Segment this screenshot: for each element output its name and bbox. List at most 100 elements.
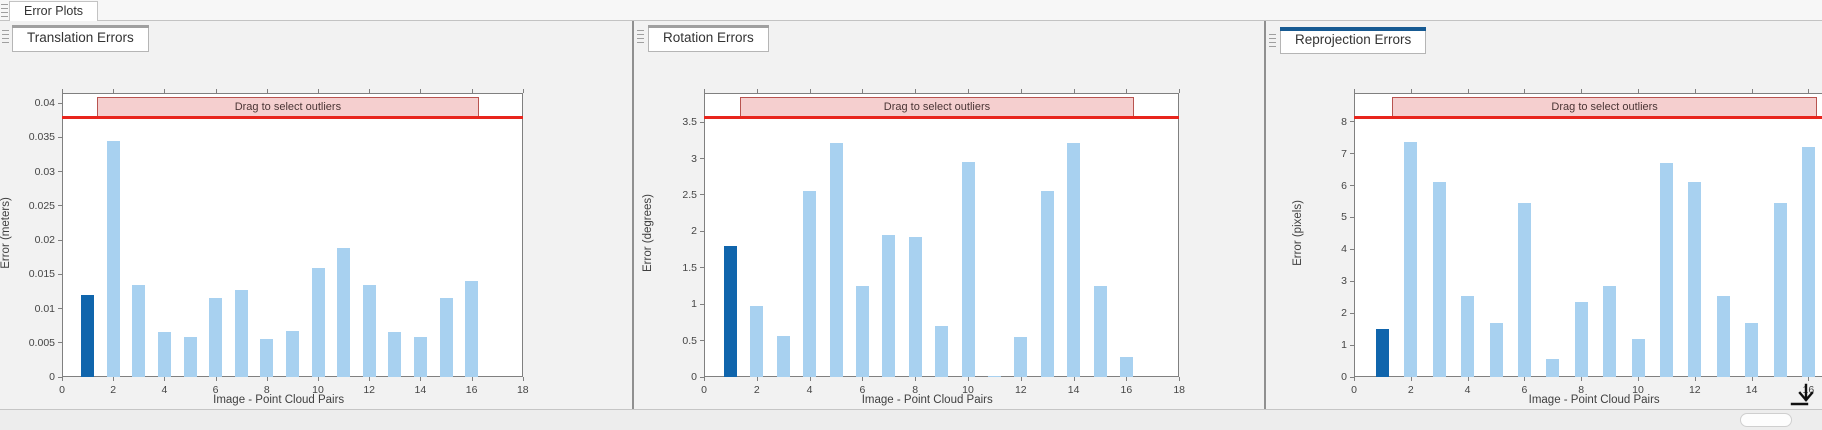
x-top-tick	[420, 89, 422, 93]
x-tick	[1126, 377, 1128, 381]
outlier-threshold-line[interactable]	[704, 116, 1179, 120]
y-tick	[1350, 280, 1354, 282]
bar	[961, 162, 975, 377]
y-tick	[58, 308, 62, 310]
y-tick-label: 1.5	[682, 261, 697, 274]
outlier-band-label: Drag to select outliers	[234, 100, 342, 113]
bar	[1716, 295, 1730, 377]
x-tick	[215, 377, 217, 381]
outlier-threshold-line[interactable]	[1354, 115, 1822, 119]
x-tick-label: 16	[465, 384, 478, 396]
x-tick	[1179, 377, 1181, 381]
x-top-tick	[369, 89, 371, 93]
plot-area[interactable]	[1354, 93, 1822, 377]
outlier-drag-band[interactable]: Drag to select outliers	[739, 97, 1135, 118]
x-tick-label: 4	[161, 384, 168, 396]
x-top-tick	[915, 89, 917, 93]
y-tick	[700, 121, 704, 123]
bar	[1067, 142, 1081, 377]
y-tick-label: 0	[691, 371, 697, 383]
x-top-tick	[1581, 89, 1583, 93]
dock-arrow-icon[interactable]	[1788, 382, 1816, 410]
bar	[209, 297, 223, 377]
x-top-tick	[1524, 89, 1526, 93]
tab-error-plots[interactable]: Error Plots	[9, 1, 99, 21]
tab-translation-errors[interactable]: Translation Errors	[12, 25, 149, 52]
x-top-tick	[215, 89, 217, 93]
y-tick-label: 0.03	[34, 165, 55, 178]
x-tick-label: 8	[912, 384, 919, 396]
bar	[285, 331, 299, 377]
x-tick-label: 16	[1120, 384, 1133, 396]
x-top-tick	[1808, 89, 1810, 93]
bar	[1745, 322, 1759, 377]
x-tick	[1694, 377, 1696, 381]
bar	[723, 245, 737, 377]
outlier-threshold-line[interactable]	[62, 115, 523, 119]
x-tick-label: 12	[363, 384, 376, 396]
scrollbar-thumb[interactable]	[1740, 413, 1792, 427]
x-top-tick	[1179, 89, 1181, 93]
y-tick-label: 0.02	[34, 234, 55, 247]
app-tab-strip	[0, 0, 1822, 21]
panel-divider[interactable]	[1264, 21, 1266, 410]
x-top-tick	[1751, 89, 1753, 93]
x-top-tick	[471, 89, 473, 93]
y-tick-label: 0.5	[682, 334, 697, 347]
x-tick-label: 6	[1521, 384, 1528, 396]
y-tick	[700, 267, 704, 269]
bar	[1688, 182, 1702, 377]
x-top-tick	[968, 89, 969, 93]
x-tick	[1467, 377, 1469, 381]
outlier-drag-band[interactable]: Drag to select outliers	[96, 97, 480, 117]
bar	[1801, 147, 1815, 377]
y-axis-label: Error (degrees)	[642, 194, 654, 272]
y-tick	[58, 239, 62, 241]
drag-grip-icon[interactable]	[1269, 34, 1276, 48]
tab-reprojection-errors[interactable]: Reprojection Errors	[1280, 27, 1427, 54]
y-tick-label: 0	[1341, 371, 1347, 383]
bar	[183, 337, 197, 377]
y-tick-label: 2	[1341, 307, 1347, 320]
y-tick-label: 3	[691, 152, 697, 165]
x-top-tick	[1410, 89, 1412, 93]
bottom-scrollbar-track[interactable]	[0, 409, 1822, 430]
bar	[1603, 286, 1617, 377]
x-tick	[266, 377, 268, 381]
y-tick-label: 0	[49, 371, 55, 383]
x-top-tick	[1073, 89, 1075, 93]
x-top-tick	[862, 89, 864, 93]
y-tick	[1350, 312, 1354, 314]
panel-divider[interactable]	[632, 21, 634, 410]
y-tick-label: 2	[691, 225, 697, 238]
outlier-drag-band[interactable]: Drag to select outliers	[1392, 97, 1817, 117]
y-axis-label: Error (meters)	[0, 197, 12, 269]
x-tick-label: 6	[859, 384, 866, 396]
outlier-band-label: Drag to select outliers	[883, 101, 991, 113]
bar	[439, 297, 453, 377]
bar	[106, 140, 120, 377]
y-tick	[58, 342, 62, 344]
bar	[1574, 302, 1588, 377]
drag-grip-icon[interactable]	[637, 30, 644, 44]
drag-grip-icon[interactable]	[2, 30, 9, 44]
y-tick	[700, 158, 704, 160]
x-tick	[522, 377, 524, 381]
x-top-tick	[704, 89, 705, 93]
y-tick	[58, 136, 62, 138]
x-tick-label: 6	[212, 384, 219, 396]
drag-grip-icon[interactable]	[1, 4, 8, 18]
x-tick	[1354, 377, 1355, 381]
y-tick	[1350, 248, 1354, 250]
x-tick-label: 2	[1407, 384, 1414, 396]
bar	[1404, 142, 1418, 377]
y-tick	[58, 376, 62, 378]
y-tick-label: 0.005	[28, 336, 55, 349]
y-axis-label: Error (pixels)	[1292, 200, 1304, 266]
y-tick	[1350, 153, 1354, 155]
bar	[882, 235, 896, 377]
x-top-tick	[1126, 89, 1128, 93]
tab-rotation-errors[interactable]: Rotation Errors	[648, 25, 769, 52]
y-tick	[1350, 344, 1354, 346]
tab-accent	[1280, 27, 1427, 31]
